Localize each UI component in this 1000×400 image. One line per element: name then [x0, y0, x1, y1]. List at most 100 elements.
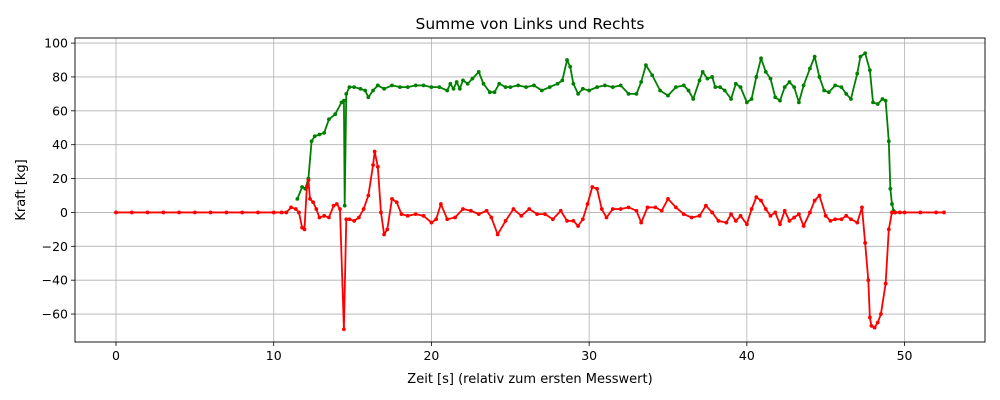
y-tick-label: 20 [52, 171, 68, 186]
data-point [302, 227, 307, 232]
data-point [738, 213, 743, 218]
grid [75, 38, 985, 342]
data-point [311, 200, 316, 205]
data-point [341, 98, 346, 103]
data-point [705, 76, 710, 81]
data-point [893, 210, 898, 215]
data-point [890, 202, 894, 206]
y-tick-label: 80 [52, 69, 68, 84]
data-point [722, 88, 727, 93]
data-point [489, 215, 494, 220]
data-point [371, 88, 375, 93]
data-point [503, 85, 508, 90]
data-point [639, 220, 644, 225]
data-point [666, 93, 670, 98]
data-point [161, 210, 166, 215]
data-point [697, 213, 702, 218]
data-point [639, 80, 644, 84]
data-point [823, 213, 828, 218]
y-axis-title: Kraft [kg] [14, 159, 29, 220]
data-point [658, 88, 663, 93]
x-tick-label: 20 [423, 348, 439, 363]
x-tick-label: 0 [112, 348, 120, 363]
data-point [295, 196, 300, 201]
data-point [114, 210, 118, 215]
data-point [749, 97, 754, 101]
data-point [519, 213, 524, 218]
data-point [883, 281, 888, 286]
data-point [817, 193, 822, 198]
data-point [759, 198, 763, 203]
data-point [341, 327, 346, 332]
data-point [308, 196, 312, 201]
data-point [580, 217, 585, 222]
data-point [716, 219, 721, 223]
data-point [550, 217, 555, 222]
data-point [413, 212, 418, 217]
data-point [461, 78, 465, 83]
data-point [379, 210, 383, 215]
data-point [375, 83, 380, 88]
data-point [297, 210, 301, 215]
data-point [524, 85, 528, 90]
data-point [256, 210, 260, 215]
data-point [812, 198, 817, 203]
data-point [782, 208, 787, 213]
data-point [457, 86, 462, 91]
data-point [314, 207, 319, 211]
data-point [697, 78, 702, 83]
data-point [177, 210, 181, 215]
data-point [673, 205, 678, 210]
data-point [347, 217, 352, 222]
data-point [863, 241, 868, 245]
data-point [306, 178, 311, 183]
data-point [689, 215, 694, 220]
data-point [610, 207, 615, 211]
data-point [801, 83, 806, 88]
chart-title: Summe von Links und Rechts [416, 15, 645, 33]
data-point [487, 90, 492, 95]
y-tick-label: 40 [52, 137, 68, 152]
x-tick-label: 30 [581, 348, 597, 363]
data-point [763, 69, 768, 74]
data-point [327, 117, 331, 122]
data-point [279, 210, 284, 215]
data-point [782, 85, 787, 90]
data-point [886, 227, 891, 232]
data-point [729, 97, 733, 101]
data-point [645, 205, 650, 210]
data-point [839, 85, 844, 90]
data-point [476, 69, 481, 74]
data-point [855, 71, 860, 76]
y-axis: −60 −40 −20 0 20 40 60 80 100 [42, 36, 75, 322]
data-point [429, 220, 434, 225]
data-point [576, 91, 581, 96]
data-point [618, 83, 623, 88]
data-point [271, 210, 276, 215]
data-point [768, 213, 773, 218]
data-point [547, 85, 552, 90]
data-point [382, 232, 387, 237]
data-point [585, 202, 590, 206]
data-point [754, 195, 759, 200]
data-point [710, 210, 715, 215]
data-point [344, 217, 349, 222]
data-point [749, 207, 754, 211]
data-point [763, 207, 768, 211]
data-point [849, 217, 853, 222]
data-point [208, 210, 213, 215]
data-point [543, 212, 547, 217]
data-point [880, 97, 885, 101]
data-point [448, 81, 453, 86]
data-point [445, 88, 450, 93]
data-point [875, 320, 880, 325]
data-point [650, 73, 655, 78]
data-point [828, 219, 833, 223]
data-point [289, 205, 293, 210]
data-point [405, 213, 410, 218]
y-tick-label: −40 [42, 273, 68, 288]
data-point [833, 217, 838, 222]
data-point [352, 219, 357, 223]
data-point [768, 76, 773, 81]
data-point [817, 75, 822, 79]
